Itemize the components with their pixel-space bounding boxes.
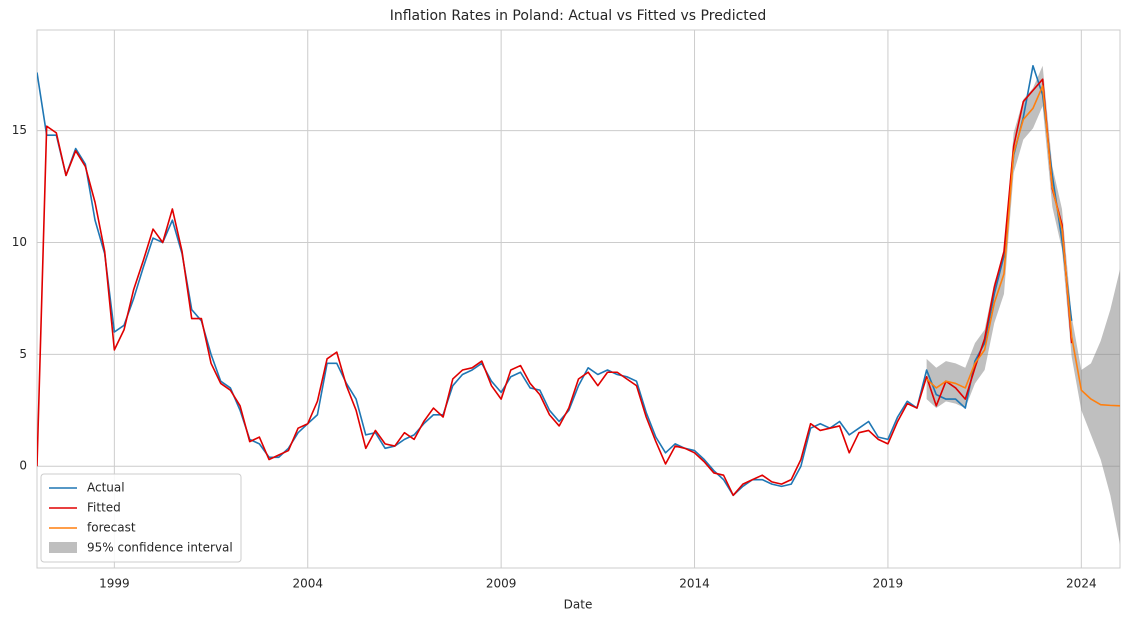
x-tick-label: 2019 — [873, 577, 904, 591]
x-tick-label: 2014 — [679, 577, 710, 591]
y-tick-label: 0 — [19, 459, 27, 473]
x-tick-label: 2009 — [486, 577, 517, 591]
confidence-band — [926, 65, 1120, 545]
y-tick-label: 15 — [12, 123, 27, 137]
legend-box — [40, 473, 242, 563]
y-tick-label: 5 — [19, 347, 27, 361]
x-tick-label: 2024 — [1066, 577, 1097, 591]
legend-label: Fitted — [87, 501, 121, 515]
series-line — [926, 85, 1120, 407]
series-line — [37, 64, 1073, 497]
x-tick-label: 1999 — [99, 577, 130, 591]
legend: Actual Fitted forecast 95% confidence inter… — [40, 473, 242, 563]
legend-label: Actual — [87, 481, 125, 495]
legend-swatch — [49, 542, 77, 553]
chart-title: Inflation Rates in Poland: Actual vs Fit… — [390, 8, 767, 24]
x-tick-label: 2004 — [292, 577, 323, 591]
legend-label: forecast — [87, 521, 136, 535]
legend-label: 95% confidence interval — [87, 541, 233, 555]
series-line — [37, 78, 1073, 497]
y-tick-label: 10 — [12, 235, 27, 249]
x-axis-label: Date — [564, 598, 593, 612]
plot-area — [37, 64, 1120, 545]
